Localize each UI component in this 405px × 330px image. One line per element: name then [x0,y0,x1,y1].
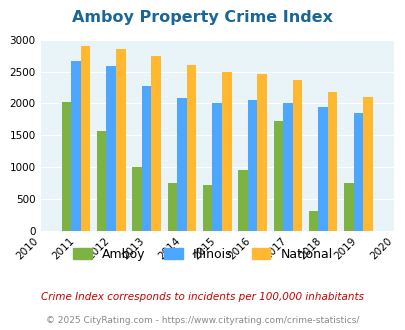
Bar [222,72,231,231]
Bar [141,86,151,231]
Bar [282,103,292,231]
Bar [97,130,106,231]
Bar [202,185,212,231]
Bar [151,56,160,231]
Bar [116,49,125,231]
Text: © 2025 CityRating.com - https://www.cityrating.com/crime-statistics/: © 2025 CityRating.com - https://www.city… [46,316,359,325]
Bar [106,66,116,231]
Bar [273,121,282,231]
Bar [62,102,71,231]
Bar [257,74,266,231]
Bar [343,183,353,231]
Bar [167,182,177,231]
Bar [177,98,186,231]
Text: Amboy Property Crime Index: Amboy Property Crime Index [72,10,333,25]
Bar [81,46,90,231]
Bar [71,61,81,231]
Bar [132,167,141,231]
Bar [212,103,222,231]
Bar [353,113,362,231]
Bar [186,65,196,231]
Bar [327,92,337,231]
Bar [238,170,247,231]
Bar [247,100,257,231]
Bar [308,211,318,231]
Legend: Amboy, Illinois, National: Amboy, Illinois, National [68,243,337,266]
Bar [292,81,301,231]
Bar [318,107,327,231]
Text: Crime Index corresponds to incidents per 100,000 inhabitants: Crime Index corresponds to incidents per… [41,292,364,302]
Bar [362,97,372,231]
